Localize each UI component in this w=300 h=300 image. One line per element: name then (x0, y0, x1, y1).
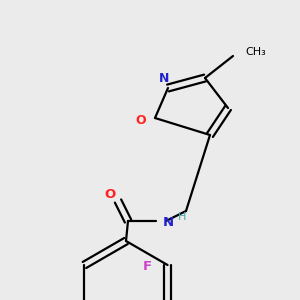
Text: F: F (143, 260, 152, 274)
Text: N: N (162, 217, 174, 230)
Text: CH₃: CH₃ (245, 47, 266, 57)
Text: H: H (178, 212, 186, 222)
Text: N: N (159, 71, 169, 85)
Text: O: O (104, 188, 116, 200)
Text: O: O (136, 113, 146, 127)
